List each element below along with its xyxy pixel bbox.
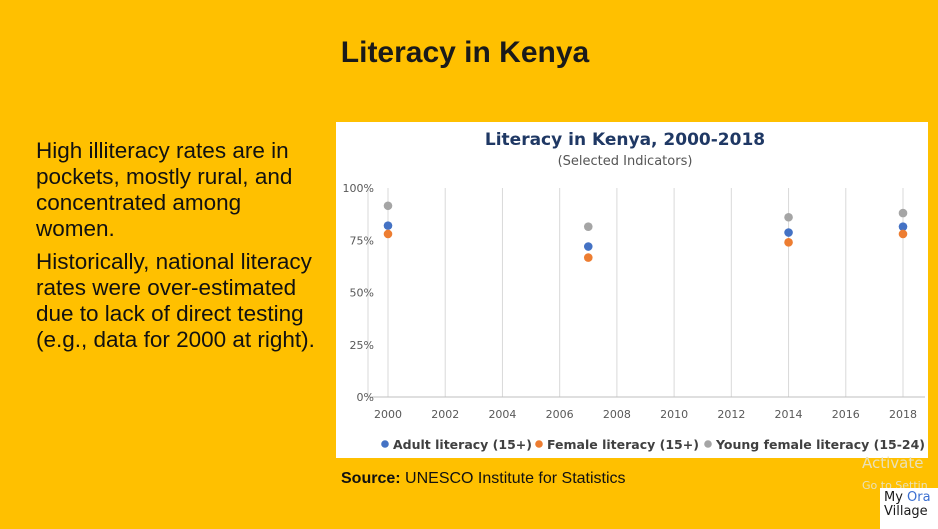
paragraph-illiteracy: High illiteracy rates are in pockets, mo… [36, 138, 293, 241]
y-tick-label: 0% [357, 391, 374, 404]
y-tick-label: 25% [350, 339, 374, 352]
x-tick-label: 2006 [546, 408, 574, 421]
data-point [784, 212, 793, 222]
legend-label: Female literacy (15+) [547, 437, 699, 452]
x-tick-label: 2016 [832, 408, 860, 421]
my-orange-village-logo: My Ora Village [880, 488, 938, 529]
data-point [383, 201, 393, 211]
x-tick-label: 2000 [374, 408, 402, 421]
logo-ora: Ora [907, 490, 931, 505]
literacy-chart: Literacy in Kenya, 2000-2018 (Selected I… [343, 130, 925, 452]
data-point [784, 238, 793, 247]
y-axis: 0% 25% 50% 75% 100% [343, 182, 374, 404]
x-tick-label: 2018 [889, 408, 917, 421]
body-text: High illiteracy rates are in pockets, mo… [36, 138, 316, 360]
x-tick-label: 2010 [660, 408, 688, 421]
source-line: Source: UNESCO Institute for Statistics [341, 470, 626, 488]
grid-layer [367, 188, 925, 398]
chart-panel: Literacy in Kenya, 2000-2018 (Selected I… [336, 122, 928, 458]
x-tick-label: 2004 [488, 408, 516, 421]
legend-marker [704, 440, 712, 448]
data-point [383, 221, 393, 230]
legend: Adult literacy (15+) Female literacy (15+… [381, 437, 925, 452]
chart-title: Literacy in Kenya, 2000-2018 [485, 130, 765, 150]
x-tick-label: 2008 [603, 408, 631, 421]
legend-label: Young female literacy (15-24) [715, 437, 925, 452]
data-point [583, 242, 593, 251]
logo-my: My [884, 490, 908, 505]
x-tick-label: 2002 [431, 408, 459, 421]
data-point [383, 229, 393, 239]
legend-label: Adult literacy (15+) [393, 437, 532, 452]
source-text: UNESCO Institute for Statistics [405, 470, 626, 487]
x-tick-label: 2012 [717, 408, 745, 421]
x-tick-label: 2014 [775, 408, 803, 421]
data-point [898, 222, 908, 231]
legend-marker [381, 440, 389, 448]
y-tick-label: 100% [343, 182, 374, 195]
activation-watermark: Activate [862, 454, 924, 472]
slide-title: Literacy in Kenya [340, 36, 590, 69]
source-label: Source: [341, 470, 401, 487]
legend-marker [535, 440, 543, 448]
data-points [383, 201, 908, 262]
x-axis: 2000 2002 2004 2006 2008 2010 2012 2014 2016 2018 [374, 408, 917, 421]
y-tick-label: 75% [350, 234, 374, 247]
data-point [784, 228, 793, 237]
chart-subtitle: (Selected Indicators) [558, 154, 693, 169]
data-point [898, 208, 908, 218]
y-tick-label: 50% [350, 287, 374, 300]
data-point [898, 229, 908, 239]
logo-village: Village [884, 504, 928, 519]
data-point [583, 253, 593, 262]
paragraph-historical: Historically, national literacy rates we… [36, 249, 315, 352]
data-point [583, 222, 593, 231]
